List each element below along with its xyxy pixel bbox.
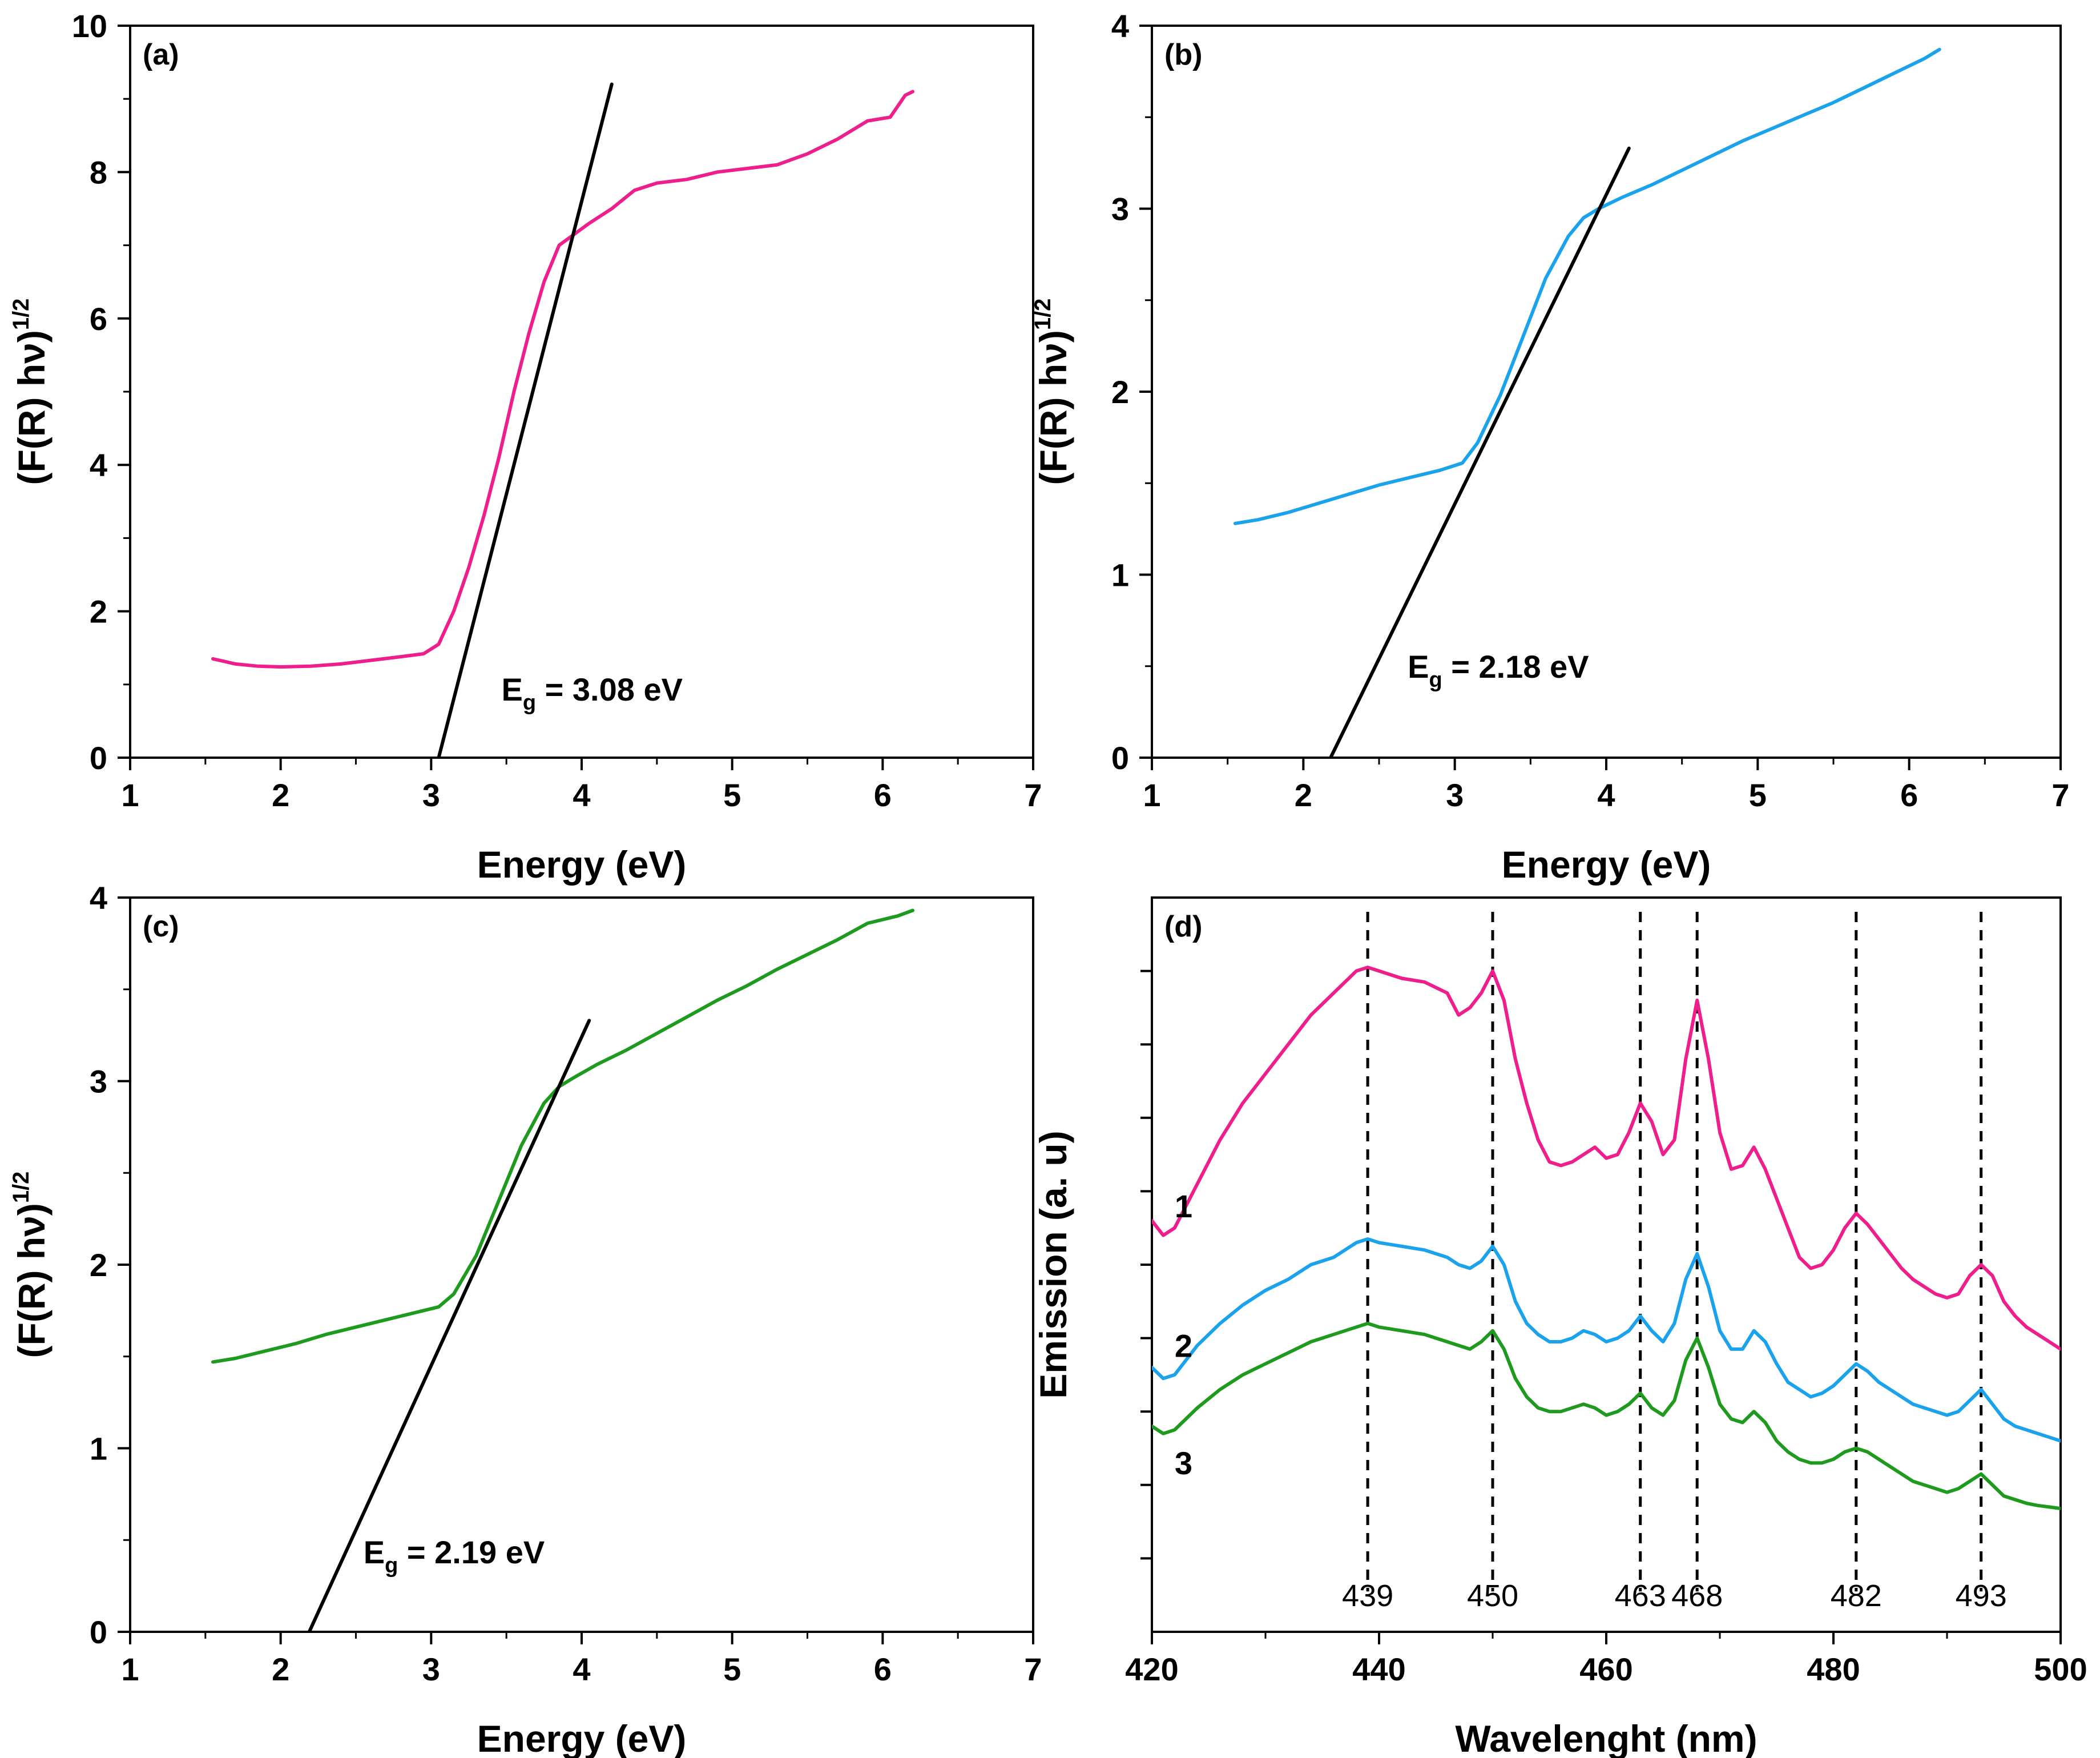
x-tick-label: 7 xyxy=(1024,777,1042,813)
x-axis-title: Energy (eV) xyxy=(477,843,687,886)
x-axis-title: Energy (eV) xyxy=(1502,843,1711,886)
x-tick-label: 1 xyxy=(1143,777,1160,813)
y-tick-label: 10 xyxy=(72,8,107,44)
x-tick-label: 5 xyxy=(1749,777,1767,813)
series-line-spectrum xyxy=(211,90,915,669)
series-line-3 xyxy=(1152,1321,2061,1510)
peak-label: 450 xyxy=(1467,1579,1518,1613)
series-label-3: 3 xyxy=(1175,1445,1192,1481)
chart-panel-4: 420 440 460 480 500 Wavelenght (nm) Emission (… xyxy=(1032,896,2087,1758)
x-axis-title: Energy (eV) xyxy=(477,1717,687,1758)
x-tick-label: 1 xyxy=(121,777,139,813)
peak-label: 493 xyxy=(1956,1579,2007,1613)
x-tick-label: 5 xyxy=(723,777,741,813)
x-tick-label: 7 xyxy=(1024,1651,1042,1687)
tangent-fit-line xyxy=(437,82,614,758)
series-line-spectrum xyxy=(211,908,915,1364)
x-tick-label: 480 xyxy=(1807,1651,1860,1687)
x-tick-label: 4 xyxy=(1597,777,1615,813)
series-line-spectrum xyxy=(1233,47,1941,525)
y-tick-label: 4 xyxy=(90,447,107,483)
plot-frame xyxy=(129,896,1034,1633)
plot-data xyxy=(1233,47,1941,758)
x-tick-label: 2 xyxy=(272,1651,289,1687)
y-tick-label: 4 xyxy=(90,880,107,916)
x-tick-label: 440 xyxy=(1352,1651,1405,1687)
x-tick-label: 3 xyxy=(1446,777,1464,813)
panel-tag: (b) xyxy=(1164,38,1202,71)
y-axis-title: (F(R) hν)1/2 xyxy=(1030,299,1074,485)
x-tick-label: 420 xyxy=(1125,1651,1178,1687)
peak-label: 463 xyxy=(1615,1579,1666,1613)
y-tick-label: 2 xyxy=(90,1247,107,1283)
panel-tag: (c) xyxy=(143,910,179,943)
y-tick-label: 2 xyxy=(1111,374,1129,410)
y-axis-title: (F(R) hν)1/2 xyxy=(9,1172,53,1358)
peak-label: 482 xyxy=(1831,1579,1882,1613)
band-gap-annotation: Eg = 3.08 eV xyxy=(502,671,683,715)
x-tick-label: 2 xyxy=(272,777,289,813)
y-axis-title: Emission (a. u) xyxy=(1032,1131,1074,1398)
plot-frame xyxy=(1151,896,2062,1633)
series-label-1: 1 xyxy=(1175,1188,1192,1224)
panel-tag: (a) xyxy=(143,38,179,71)
y-tick-label: 4 xyxy=(1111,8,1129,44)
x-tick-label: 5 xyxy=(723,1651,741,1687)
x-tick-label: 1 xyxy=(121,1651,139,1687)
panel-tag: (d) xyxy=(1164,910,1202,943)
y-tick-label: 8 xyxy=(90,154,107,190)
x-tick-label: 6 xyxy=(874,777,892,813)
plot-data xyxy=(211,82,915,758)
y-tick-label: 0 xyxy=(90,740,107,776)
series-line-1 xyxy=(1152,966,2061,1351)
x-tick-label: 460 xyxy=(1579,1651,1633,1687)
series-line-2 xyxy=(1152,1237,2061,1443)
y-tick-label: 1 xyxy=(90,1431,107,1467)
x-tick-label: 4 xyxy=(573,1651,590,1687)
x-tick-label: 3 xyxy=(422,1651,440,1687)
x-tick-label: 6 xyxy=(1900,777,1918,813)
plot-data xyxy=(1152,912,2061,1592)
y-tick-label: 6 xyxy=(90,301,107,337)
tangent-fit-line xyxy=(307,1019,591,1632)
x-tick-label: 3 xyxy=(422,777,440,813)
band-gap-annotation: Eg = 2.18 eV xyxy=(1408,649,1589,692)
y-tick-label: 1 xyxy=(1111,557,1129,593)
plot-data xyxy=(211,908,915,1632)
y-tick-label: 2 xyxy=(90,594,107,630)
chart-panel-1: 1 2 3 4 5 6 7 0 2 4 6 8 10 Energy (eV) (F(R) hν)1/2 (a)… xyxy=(9,8,1042,886)
x-tick-label: 7 xyxy=(2051,777,2069,813)
x-tick-label: 2 xyxy=(1295,777,1312,813)
x-tick-label: 4 xyxy=(573,777,590,813)
y-tick-label: 0 xyxy=(1111,740,1129,776)
x-tick-label: 500 xyxy=(2034,1651,2087,1687)
x-axis-title: Wavelenght (nm) xyxy=(1455,1717,1757,1758)
x-tick-label: 6 xyxy=(874,1651,892,1687)
band-gap-annotation: Eg = 2.19 eV xyxy=(364,1534,545,1578)
plot-frame xyxy=(129,25,1034,759)
y-tick-label: 0 xyxy=(90,1614,107,1650)
series-label-2: 2 xyxy=(1175,1327,1192,1363)
y-tick-label: 3 xyxy=(1111,191,1129,227)
y-axis-title: (F(R) hν)1/2 xyxy=(9,299,53,485)
peak-label: 439 xyxy=(1342,1579,1393,1613)
peak-label: 468 xyxy=(1671,1579,1723,1613)
y-tick-label: 3 xyxy=(90,1064,107,1100)
plot-frame xyxy=(1151,25,2062,759)
tangent-fit-line xyxy=(1329,146,1631,758)
